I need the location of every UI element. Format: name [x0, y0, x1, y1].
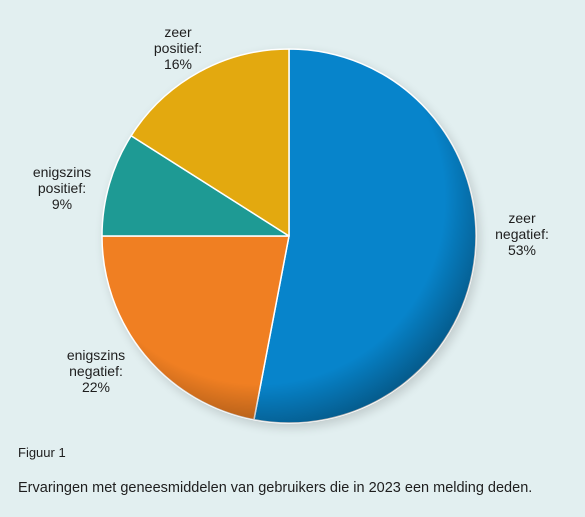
figure-caption: Ervaringen met geneesmiddelen van gebrui… — [18, 480, 533, 496]
figure-number: Figuur 1 — [18, 445, 66, 460]
slice-label-line: negatief: — [495, 226, 549, 242]
slice-label-line: 53% — [508, 242, 536, 258]
slice-label-line: zeer — [164, 24, 192, 40]
slice-label-line: enigszins — [67, 347, 125, 363]
slice-label-enigszins-negatief: enigszins negatief: 22% — [67, 347, 125, 395]
slice-label-line: 22% — [82, 379, 110, 395]
slice-label-line: negatief: — [69, 363, 123, 379]
slice-label-zeer-negatief: zeer negatief: 53% — [495, 210, 549, 258]
pie-labels: zeer negatief: 53%enigszins negatief: 22%eni… — [33, 24, 549, 395]
pie-chart: zeer negatief: 53% enigszins negatief: 22% eni… — [33, 24, 549, 428]
slice-label-line: 9% — [52, 196, 72, 212]
pie-slices — [101, 48, 477, 424]
slice-label-zeer-positief: zeer positief: 16% — [154, 24, 202, 72]
slice-label-line: 16% — [164, 56, 192, 72]
pie-chart-svg: zeer negatief: 53%enigszins negatief: 22%eni… — [33, 24, 549, 428]
slice-label-line: positief: — [154, 40, 202, 56]
slice-label-line: enigszins — [33, 164, 91, 180]
slice-label-enigszins-positief: enigszins positief: 9% — [33, 164, 91, 212]
slice-label-line: zeer — [508, 210, 536, 226]
slice-label-line: positief: — [38, 180, 86, 196]
